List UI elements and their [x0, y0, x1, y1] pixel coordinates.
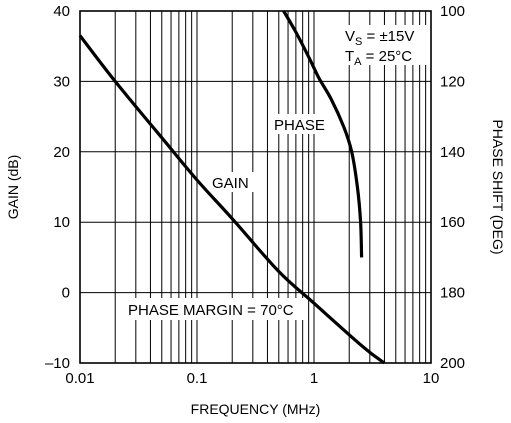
vs-symbol: V: [345, 28, 355, 45]
y-axis-left-label: GAIN (dB): [5, 155, 21, 220]
series: [78, 10, 386, 365]
y-left-tick-label: 0: [62, 285, 70, 302]
gain-label-backdrop: [210, 172, 254, 192]
y-axis-right-label: PHASE SHIFT (DEG): [490, 119, 506, 254]
ta-subscript: A: [354, 56, 362, 68]
plot-frame: [79, 10, 432, 364]
conditions-backdrop: [339, 25, 429, 65]
phase-margin-backdrop: [126, 298, 306, 320]
y-right-tick-label: 140: [440, 144, 465, 161]
y-right-tick-label: 180: [440, 285, 465, 302]
gain-curve: [78, 34, 386, 365]
x-axis-label: FREQUENCY (MHz): [191, 401, 321, 417]
x-tick-label: 10: [423, 370, 440, 387]
y-left-tick-label: 30: [53, 73, 70, 90]
phase-label-backdrop: [272, 114, 330, 134]
phase-series-label: PHASE: [274, 117, 325, 134]
y-left-tick-label: –10: [45, 355, 70, 372]
condition-ambient-temperature: TA = 25°C: [345, 48, 412, 68]
condition-supply-voltage: VS = ±15V: [345, 28, 414, 48]
vs-value: = ±15V: [362, 28, 414, 45]
vs-subscript: S: [355, 36, 362, 48]
y-left-tick-label: 40: [53, 3, 70, 20]
ta-value: = 25°C: [362, 48, 413, 65]
ta-symbol: T: [345, 48, 354, 65]
y-right-tick-label: 120: [440, 73, 465, 90]
x-tick-label: 1: [310, 370, 318, 387]
y-right-tick-label: 200: [440, 355, 465, 372]
x-tick-label: 0.01: [65, 370, 94, 387]
gain-series-label: GAIN: [212, 175, 249, 192]
y-left-tick-label: 10: [53, 214, 70, 231]
y-right-tick-label: 100: [440, 3, 465, 20]
y-left-tick-label: 20: [53, 144, 70, 161]
phase-margin-annotation: PHASE MARGIN = 70°C: [128, 302, 294, 319]
x-tick-label: 0.1: [187, 370, 208, 387]
y-right-tick-label: 160: [440, 214, 465, 231]
phase-curve: [282, 10, 364, 258]
